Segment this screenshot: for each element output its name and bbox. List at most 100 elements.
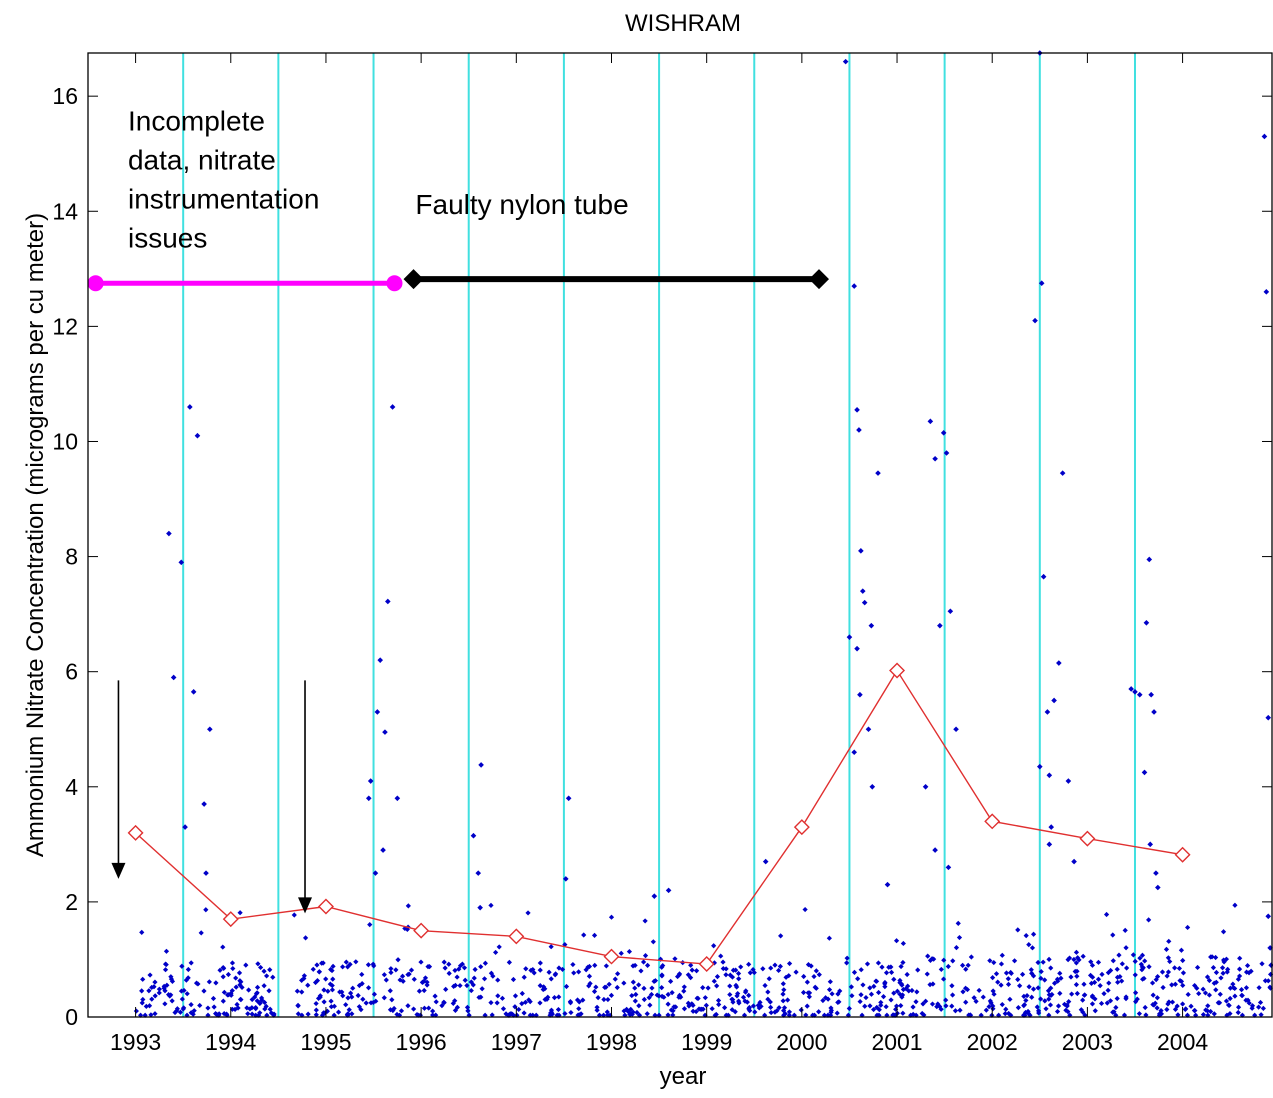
annual-mean-marker (413, 922, 430, 939)
data-point (750, 966, 756, 973)
data-point (963, 999, 969, 1005)
data-point (295, 1002, 301, 1008)
data-point (381, 995, 387, 1001)
data-point (1136, 1011, 1142, 1017)
data-point (705, 985, 711, 991)
data-point (727, 972, 733, 978)
data-point (945, 864, 952, 871)
data-point (1061, 1001, 1068, 1007)
data-point (1040, 959, 1046, 965)
data-point (1048, 985, 1054, 991)
data-point (858, 992, 864, 998)
data-point (1180, 982, 1186, 989)
data-point (1227, 985, 1234, 991)
data-point (669, 990, 675, 996)
data-point (681, 984, 687, 990)
data-point (1194, 985, 1200, 991)
data-point (201, 801, 207, 807)
faulty-tube-bar-end (403, 269, 424, 290)
data-point (148, 1012, 154, 1018)
data-point (943, 450, 950, 456)
data-point (314, 978, 321, 984)
data-point (651, 978, 657, 984)
data-point (919, 1010, 925, 1017)
data-point (166, 530, 172, 537)
data-point (1048, 965, 1054, 971)
data-point (457, 963, 464, 969)
data-point (257, 1000, 263, 1006)
data-point (644, 962, 651, 968)
data-point (906, 988, 912, 994)
data-point (935, 1001, 941, 1007)
annual-mean-marker (603, 948, 620, 965)
data-point (591, 988, 598, 995)
data-point (261, 968, 267, 974)
data-point (606, 981, 612, 987)
data-point (1262, 978, 1268, 984)
data-point (1236, 973, 1243, 979)
data-point (1080, 1009, 1086, 1015)
data-point (1075, 955, 1081, 961)
data-point (729, 974, 736, 980)
data-point (583, 967, 589, 973)
data-point (857, 998, 863, 1005)
data-point (614, 984, 620, 991)
data-point (294, 988, 300, 994)
data-point (377, 657, 384, 663)
data-point (636, 1003, 642, 1009)
data-point (335, 1009, 342, 1015)
data-point (206, 979, 212, 985)
data-point (603, 984, 609, 990)
faulty-tube-bar-end (808, 269, 829, 290)
data-point (689, 1001, 695, 1007)
data-point (693, 1008, 699, 1015)
data-point (233, 984, 239, 990)
data-point (1172, 981, 1178, 987)
data-point (897, 977, 903, 984)
data-point (295, 1011, 301, 1017)
data-point (489, 1012, 495, 1018)
data-point (750, 1003, 757, 1009)
data-point (380, 847, 386, 853)
data-point (1137, 955, 1143, 961)
data-point (347, 961, 353, 967)
data-point (398, 1008, 405, 1014)
data-point (328, 966, 334, 973)
data-point (424, 982, 430, 988)
data-point (477, 904, 483, 911)
data-point (1066, 998, 1072, 1005)
data-point (365, 985, 372, 991)
annual-mean-marker (317, 898, 334, 915)
data-point (826, 987, 833, 993)
data-point (146, 988, 152, 994)
data-point (595, 995, 601, 1001)
data-point (1095, 959, 1102, 965)
data-point (820, 997, 826, 1004)
data-point (399, 973, 406, 979)
data-point (381, 972, 387, 978)
data-point (493, 949, 499, 956)
data-point (888, 997, 894, 1003)
data-point (257, 1010, 263, 1016)
data-point (899, 992, 906, 998)
data-point (1265, 913, 1272, 920)
data-point (368, 1000, 374, 1006)
data-point (626, 948, 633, 955)
data-point (499, 995, 506, 1001)
data-point (495, 993, 501, 999)
data-point (396, 1012, 403, 1018)
data-point (630, 979, 636, 985)
data-point (1057, 990, 1063, 996)
data-point (349, 994, 355, 1000)
data-point (1005, 981, 1012, 987)
data-point (355, 992, 361, 999)
data-point (471, 975, 477, 981)
data-point (746, 1006, 752, 1012)
data-point (778, 933, 784, 939)
data-point (1015, 927, 1021, 933)
data-point (178, 559, 185, 566)
data-point (746, 992, 752, 998)
data-point (1106, 980, 1112, 986)
data-point (183, 977, 189, 983)
data-point (461, 965, 468, 971)
